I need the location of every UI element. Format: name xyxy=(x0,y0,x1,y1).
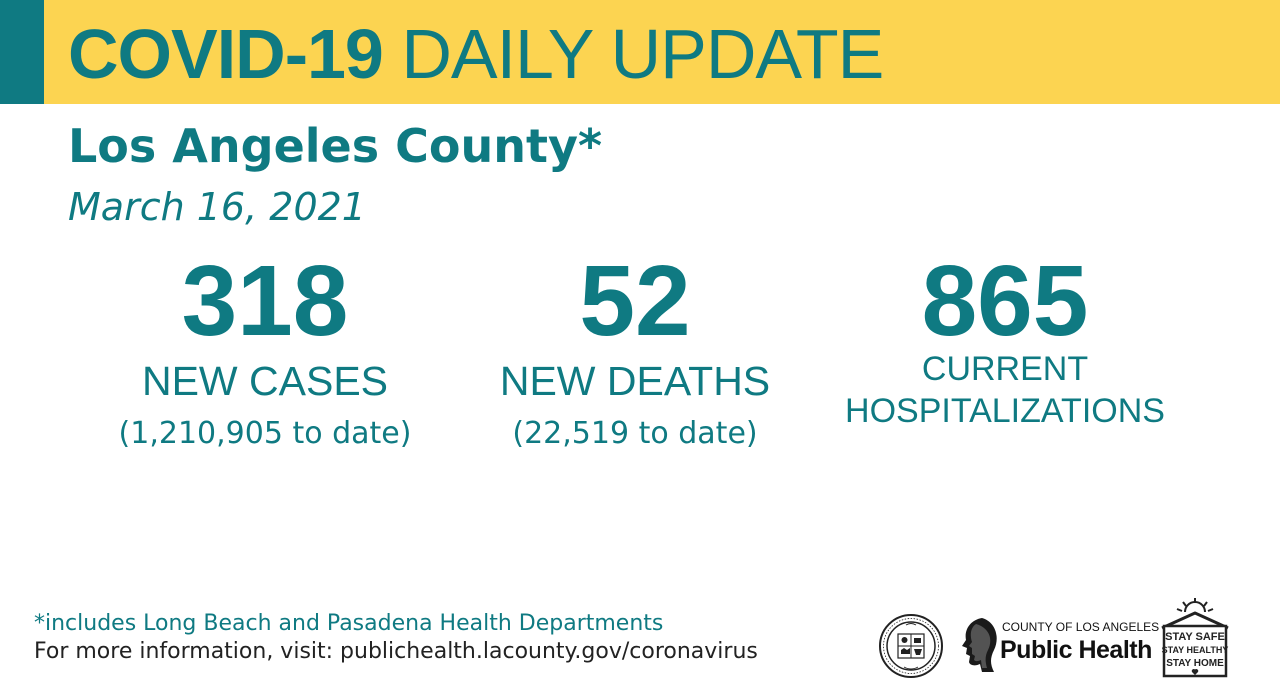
new-deaths-label: NEW DEATHS xyxy=(499,358,771,404)
public-health-name: Public Health xyxy=(1000,636,1152,664)
title-covid: COVID-19 xyxy=(68,15,384,93)
header-banner: COVID-19 DAILY UPDATE xyxy=(0,0,1280,104)
public-health-logo: COUNTY OF LOS ANGELES Public Health xyxy=(960,614,1159,676)
new-cases-value: 318 xyxy=(181,245,349,357)
new-deaths-to-date: (22,519 to date) xyxy=(512,416,758,451)
new-cases-to-date: (1,210,905 to date) xyxy=(118,416,412,451)
more-info-text: For more information, visit: publichealt… xyxy=(34,639,758,664)
hospitalizations-label-line2: HOSPITALIZATIONS xyxy=(845,392,1165,430)
banner-accent-bar xyxy=(0,0,44,104)
stay-healthy-text: STAY HEALTHY xyxy=(1162,645,1229,655)
hospitalizations-value: 865 xyxy=(921,245,1089,357)
public-health-county-text: COUNTY OF LOS ANGELES xyxy=(1002,620,1160,634)
stat-new-cases: 318 NEW CASES (1,210,905 to date) xyxy=(95,248,435,460)
heart-icon xyxy=(1191,669,1199,675)
stay-safe-text: STAY SAFE xyxy=(1165,631,1225,643)
stay-home-text: STAY HOME xyxy=(1166,658,1224,669)
stat-new-deaths: 52 NEW DEATHS (22,519 to date) xyxy=(465,248,805,460)
region-title: Los Angeles County* xyxy=(68,119,603,173)
stat-hospitalizations: 865 CURRENT HOSPITALIZATIONS xyxy=(835,248,1175,432)
update-date: March 16, 2021 xyxy=(68,185,366,229)
new-cases-label: NEW CASES xyxy=(141,358,389,404)
hospitalizations-label-line1: CURRENT xyxy=(921,350,1089,388)
sun-icon xyxy=(1176,598,1214,613)
new-deaths-value: 52 xyxy=(579,245,691,357)
title-daily-update: DAILY UPDATE xyxy=(401,15,884,93)
county-seal-icon xyxy=(879,614,943,678)
page-title: COVID-19 DAILY UPDATE xyxy=(68,12,884,96)
footnote: *includes Long Beach and Pasadena Health… xyxy=(34,611,664,636)
profile-face-icon xyxy=(962,618,997,672)
stay-home-logo: STAY SAFE STAY HEALTHY STAY HOME xyxy=(1161,598,1229,678)
